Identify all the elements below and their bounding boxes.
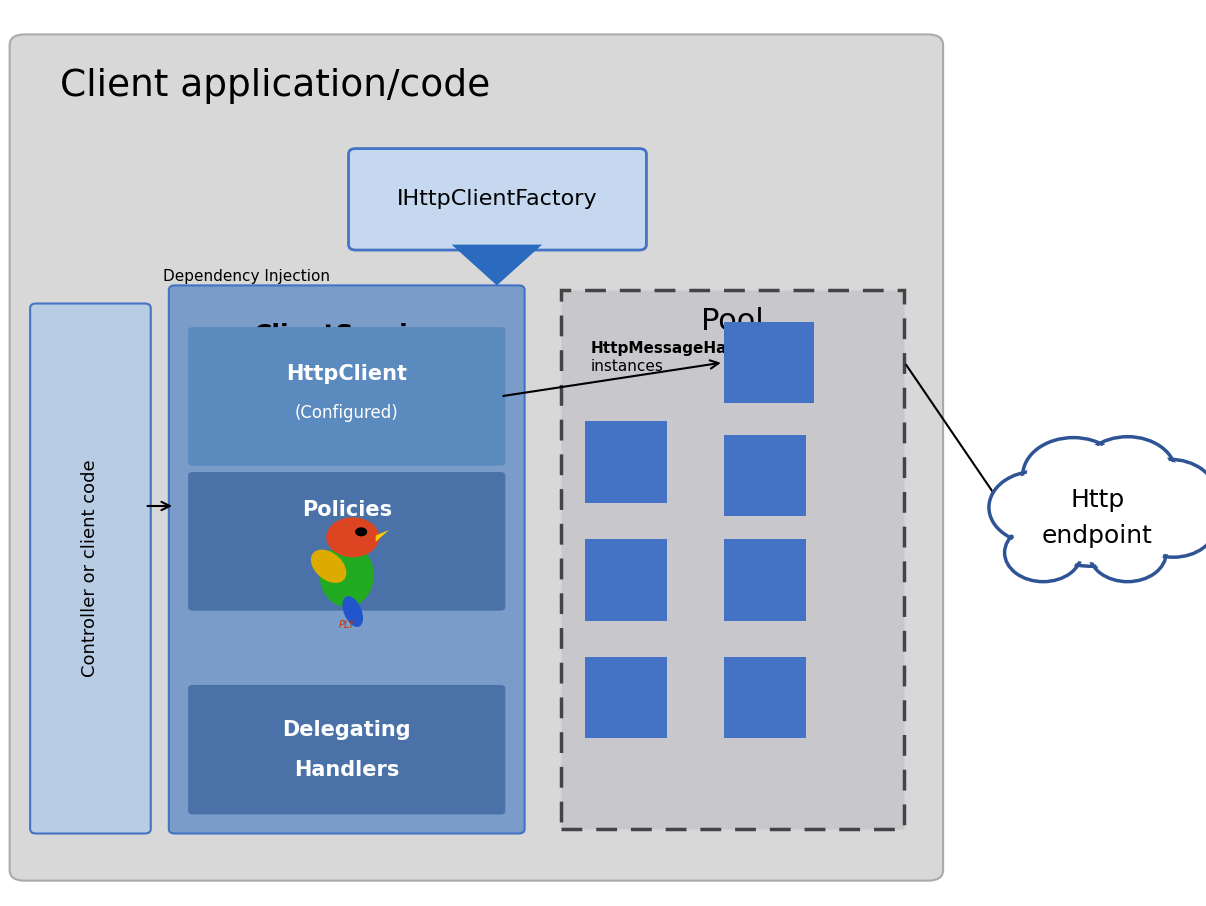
Circle shape (1089, 524, 1166, 582)
Bar (724, 322, 814, 403)
Bar (724, 657, 806, 738)
Text: Delegating: Delegating (282, 719, 411, 740)
Text: HttpMessageHandler: HttpMessageHandler (591, 342, 772, 356)
Circle shape (1124, 459, 1206, 528)
Circle shape (355, 527, 367, 536)
Bar (724, 539, 806, 621)
Text: endpoint: endpoint (1042, 525, 1153, 548)
Bar (585, 539, 667, 621)
Text: (i.e. CatalogService): (i.e. CatalogService) (269, 366, 425, 381)
Circle shape (1005, 524, 1082, 582)
Text: ClientService: ClientService (253, 323, 440, 347)
Ellipse shape (320, 544, 374, 607)
Text: Policies: Policies (302, 500, 392, 520)
Bar (724, 435, 806, 516)
Text: Http: Http (1071, 488, 1124, 512)
FancyBboxPatch shape (349, 149, 646, 250)
Text: Client application/code: Client application/code (60, 68, 491, 104)
Circle shape (1128, 462, 1206, 525)
Text: Pool: Pool (701, 307, 765, 336)
Circle shape (1079, 437, 1176, 509)
Text: Dependency Injection: Dependency Injection (163, 269, 329, 284)
Polygon shape (451, 245, 541, 285)
Bar (585, 657, 667, 738)
FancyBboxPatch shape (188, 327, 505, 466)
Text: Controller or client code: Controller or client code (82, 459, 99, 678)
Text: instances: instances (591, 360, 663, 374)
Text: Handlers: Handlers (294, 759, 399, 780)
Bar (585, 421, 667, 503)
Text: PLY: PLY (339, 620, 355, 631)
FancyBboxPatch shape (188, 685, 505, 814)
Text: HttpClient: HttpClient (286, 363, 408, 384)
Circle shape (1135, 496, 1206, 554)
Circle shape (1093, 526, 1163, 579)
Circle shape (1025, 467, 1158, 566)
Text: (Configured): (Configured) (294, 404, 399, 421)
FancyBboxPatch shape (188, 472, 505, 611)
Circle shape (989, 471, 1085, 544)
Circle shape (1030, 470, 1153, 563)
FancyBboxPatch shape (169, 285, 525, 834)
Circle shape (993, 474, 1082, 541)
Circle shape (326, 517, 379, 557)
Text: IHttpClientFactory: IHttpClientFactory (397, 189, 598, 209)
Ellipse shape (311, 550, 346, 583)
Circle shape (1131, 494, 1206, 557)
FancyBboxPatch shape (10, 34, 943, 881)
Polygon shape (375, 530, 388, 542)
Circle shape (1026, 440, 1120, 511)
Ellipse shape (343, 596, 363, 627)
FancyBboxPatch shape (30, 304, 151, 834)
Circle shape (1008, 526, 1078, 579)
Bar (561, 290, 904, 829)
Circle shape (1023, 438, 1124, 514)
Circle shape (1083, 439, 1172, 506)
